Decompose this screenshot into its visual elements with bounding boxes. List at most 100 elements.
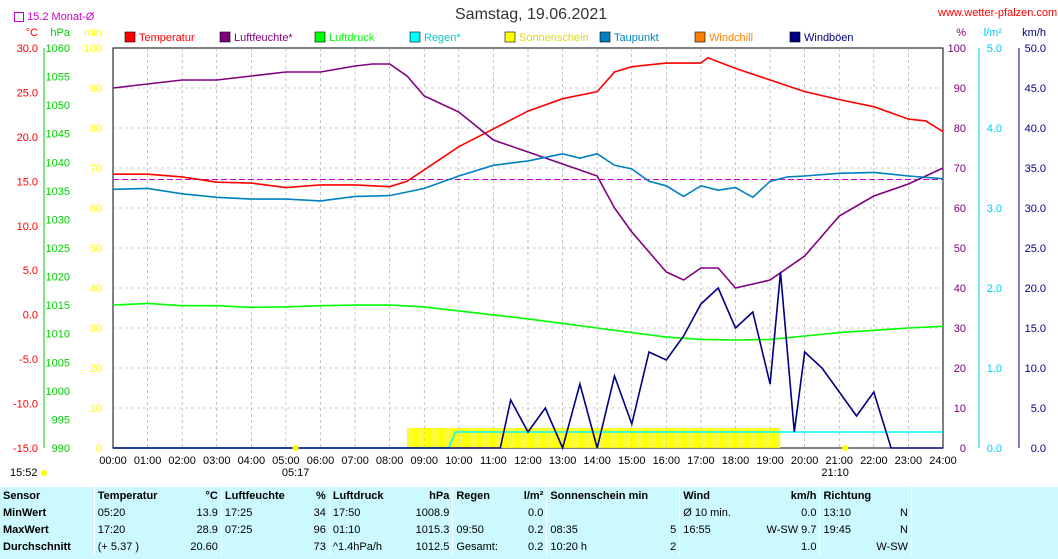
sunshine-bar: [571, 428, 573, 448]
wind-time: [679, 538, 749, 555]
sunshine-bar: [457, 428, 459, 448]
pressure-value: 1008.9: [415, 506, 450, 519]
sunshine-bar: [676, 428, 679, 448]
axis-tick-wind: 35.0: [1025, 163, 1046, 175]
humidity-time: 17:25: [220, 504, 306, 521]
axis-tick-percent: 20: [954, 363, 966, 375]
sunshine-bar: [560, 428, 563, 448]
sunset-icon: [842, 445, 849, 451]
sunshine-bar: [617, 428, 620, 448]
axis-tick-pressure: 1000: [46, 386, 70, 398]
monthly-average-icon: [14, 12, 24, 23]
temp-value: 13.9: [196, 506, 218, 519]
sunshine-bar: [626, 428, 629, 448]
sunset-label: 21:10: [821, 467, 849, 479]
sunshine-bar: [638, 428, 641, 448]
x-tick-label: 04:00: [238, 455, 266, 467]
sunshine-bar: [695, 428, 698, 448]
sunshine-bar: [505, 428, 508, 448]
sunshine-bar: [614, 428, 616, 448]
sunshine-bar: [541, 428, 544, 448]
axis-tick-minutes: 50: [90, 243, 102, 255]
sunshine-bar: [529, 428, 532, 448]
sunshine-bar: [484, 428, 487, 448]
sunshine-bar: [607, 428, 610, 448]
axis-tick-minutes: 100: [84, 43, 102, 55]
sunshine-bar: [481, 428, 483, 448]
axis-tick-percent: 80: [954, 123, 966, 135]
sun-value: 5: [670, 523, 677, 536]
pressure-time: ^1.4hPa/h: [328, 538, 402, 555]
direction-value: N: [900, 523, 908, 536]
sunshine-bar: [533, 428, 535, 448]
sunshine-bar: [419, 428, 421, 448]
axis-tick-rain: 3.0: [987, 203, 1002, 215]
sunshine-bar: [586, 428, 589, 448]
x-tick-label: 11:00: [480, 455, 507, 467]
sunshine-bar: [431, 428, 433, 448]
axis-tick-temp: 0.0: [23, 310, 38, 322]
header-sensor: Sensor: [3, 489, 41, 502]
sunshine-bar: [424, 428, 426, 448]
sunshine-bar: [680, 428, 682, 448]
sunshine-bar: [661, 428, 663, 448]
sunshine-bar: [777, 428, 779, 448]
sunshine-bar: [517, 428, 520, 448]
website-link[interactable]: www.wetter-pfalzen.com: [938, 7, 1058, 19]
legend-swatch: [124, 31, 136, 43]
axis-unit-pressure: hPa: [50, 27, 70, 39]
series-line-taupunkt: [112, 152, 944, 202]
legend-swatch: [219, 31, 231, 43]
sunshine-bar: [744, 428, 746, 448]
monthly-average-label: 15.2 Monat-Ø: [14, 11, 94, 23]
axis-tick-wind: 50.0: [1025, 43, 1046, 55]
sunshine-bar: [443, 428, 445, 448]
axis-tick-pressure: 990: [52, 443, 70, 455]
legend-swatch: [504, 31, 516, 43]
axis-tick-minutes: 10: [90, 403, 102, 415]
rain-value: 0.2: [528, 523, 544, 536]
sunshine-bar: [576, 428, 578, 448]
sunshine-bar: [659, 428, 661, 448]
sunshine-bar: [559, 428, 561, 448]
sunshine-bar: [495, 428, 497, 448]
sunshine-bar: [621, 428, 623, 448]
sunshine-bar: [747, 428, 750, 448]
sunshine-bar: [531, 428, 533, 448]
sunshine-bar: [597, 428, 599, 448]
sunshine-bar: [578, 428, 580, 448]
sunshine-bar: [458, 428, 461, 448]
direction-time: 19:45: [819, 521, 864, 538]
sunshine-bar: [472, 428, 475, 448]
sunshine-bar: [429, 428, 431, 448]
pressure-value: 1012.5: [415, 540, 450, 553]
sunshine-bar: [678, 428, 680, 448]
humidity-value: 96: [313, 523, 326, 536]
sunshine-bar: [771, 428, 774, 448]
row-label: MaxWert: [3, 523, 49, 536]
sunshine-bar: [636, 428, 639, 448]
sunshine-bar: [574, 428, 577, 448]
legend-swatch: [314, 31, 326, 43]
axis-tick-pressure: 1010: [46, 329, 70, 341]
sunshine-bar: [685, 428, 687, 448]
x-tick-label: 16:00: [653, 455, 681, 467]
sunshine-bar: [491, 428, 494, 448]
sunshine-bar: [611, 428, 613, 448]
stats-row-min: MinWert 05:20 13.9 17:25 34 17:50 1008.9…: [0, 504, 1058, 521]
sunshine-bar: [728, 428, 731, 448]
sunshine-bar: [711, 428, 713, 448]
sun-value: [650, 504, 680, 521]
sunshine-bar: [664, 428, 667, 448]
sunshine-bar: [406, 428, 409, 448]
legend-swatch: [789, 31, 801, 43]
sunshine-bar: [514, 428, 516, 448]
sunshine-bar: [528, 428, 530, 448]
axis-tick-pressure: 1050: [46, 100, 70, 112]
axis-tick-percent: 0: [960, 443, 966, 455]
header-sunshine: Sonnenschein min: [546, 487, 680, 504]
sunshine-bar: [547, 428, 549, 448]
axis-tick-temp: 25.0: [17, 87, 38, 99]
sunshine-bar: [493, 428, 495, 448]
axis-tick-pressure: 1035: [46, 186, 70, 198]
